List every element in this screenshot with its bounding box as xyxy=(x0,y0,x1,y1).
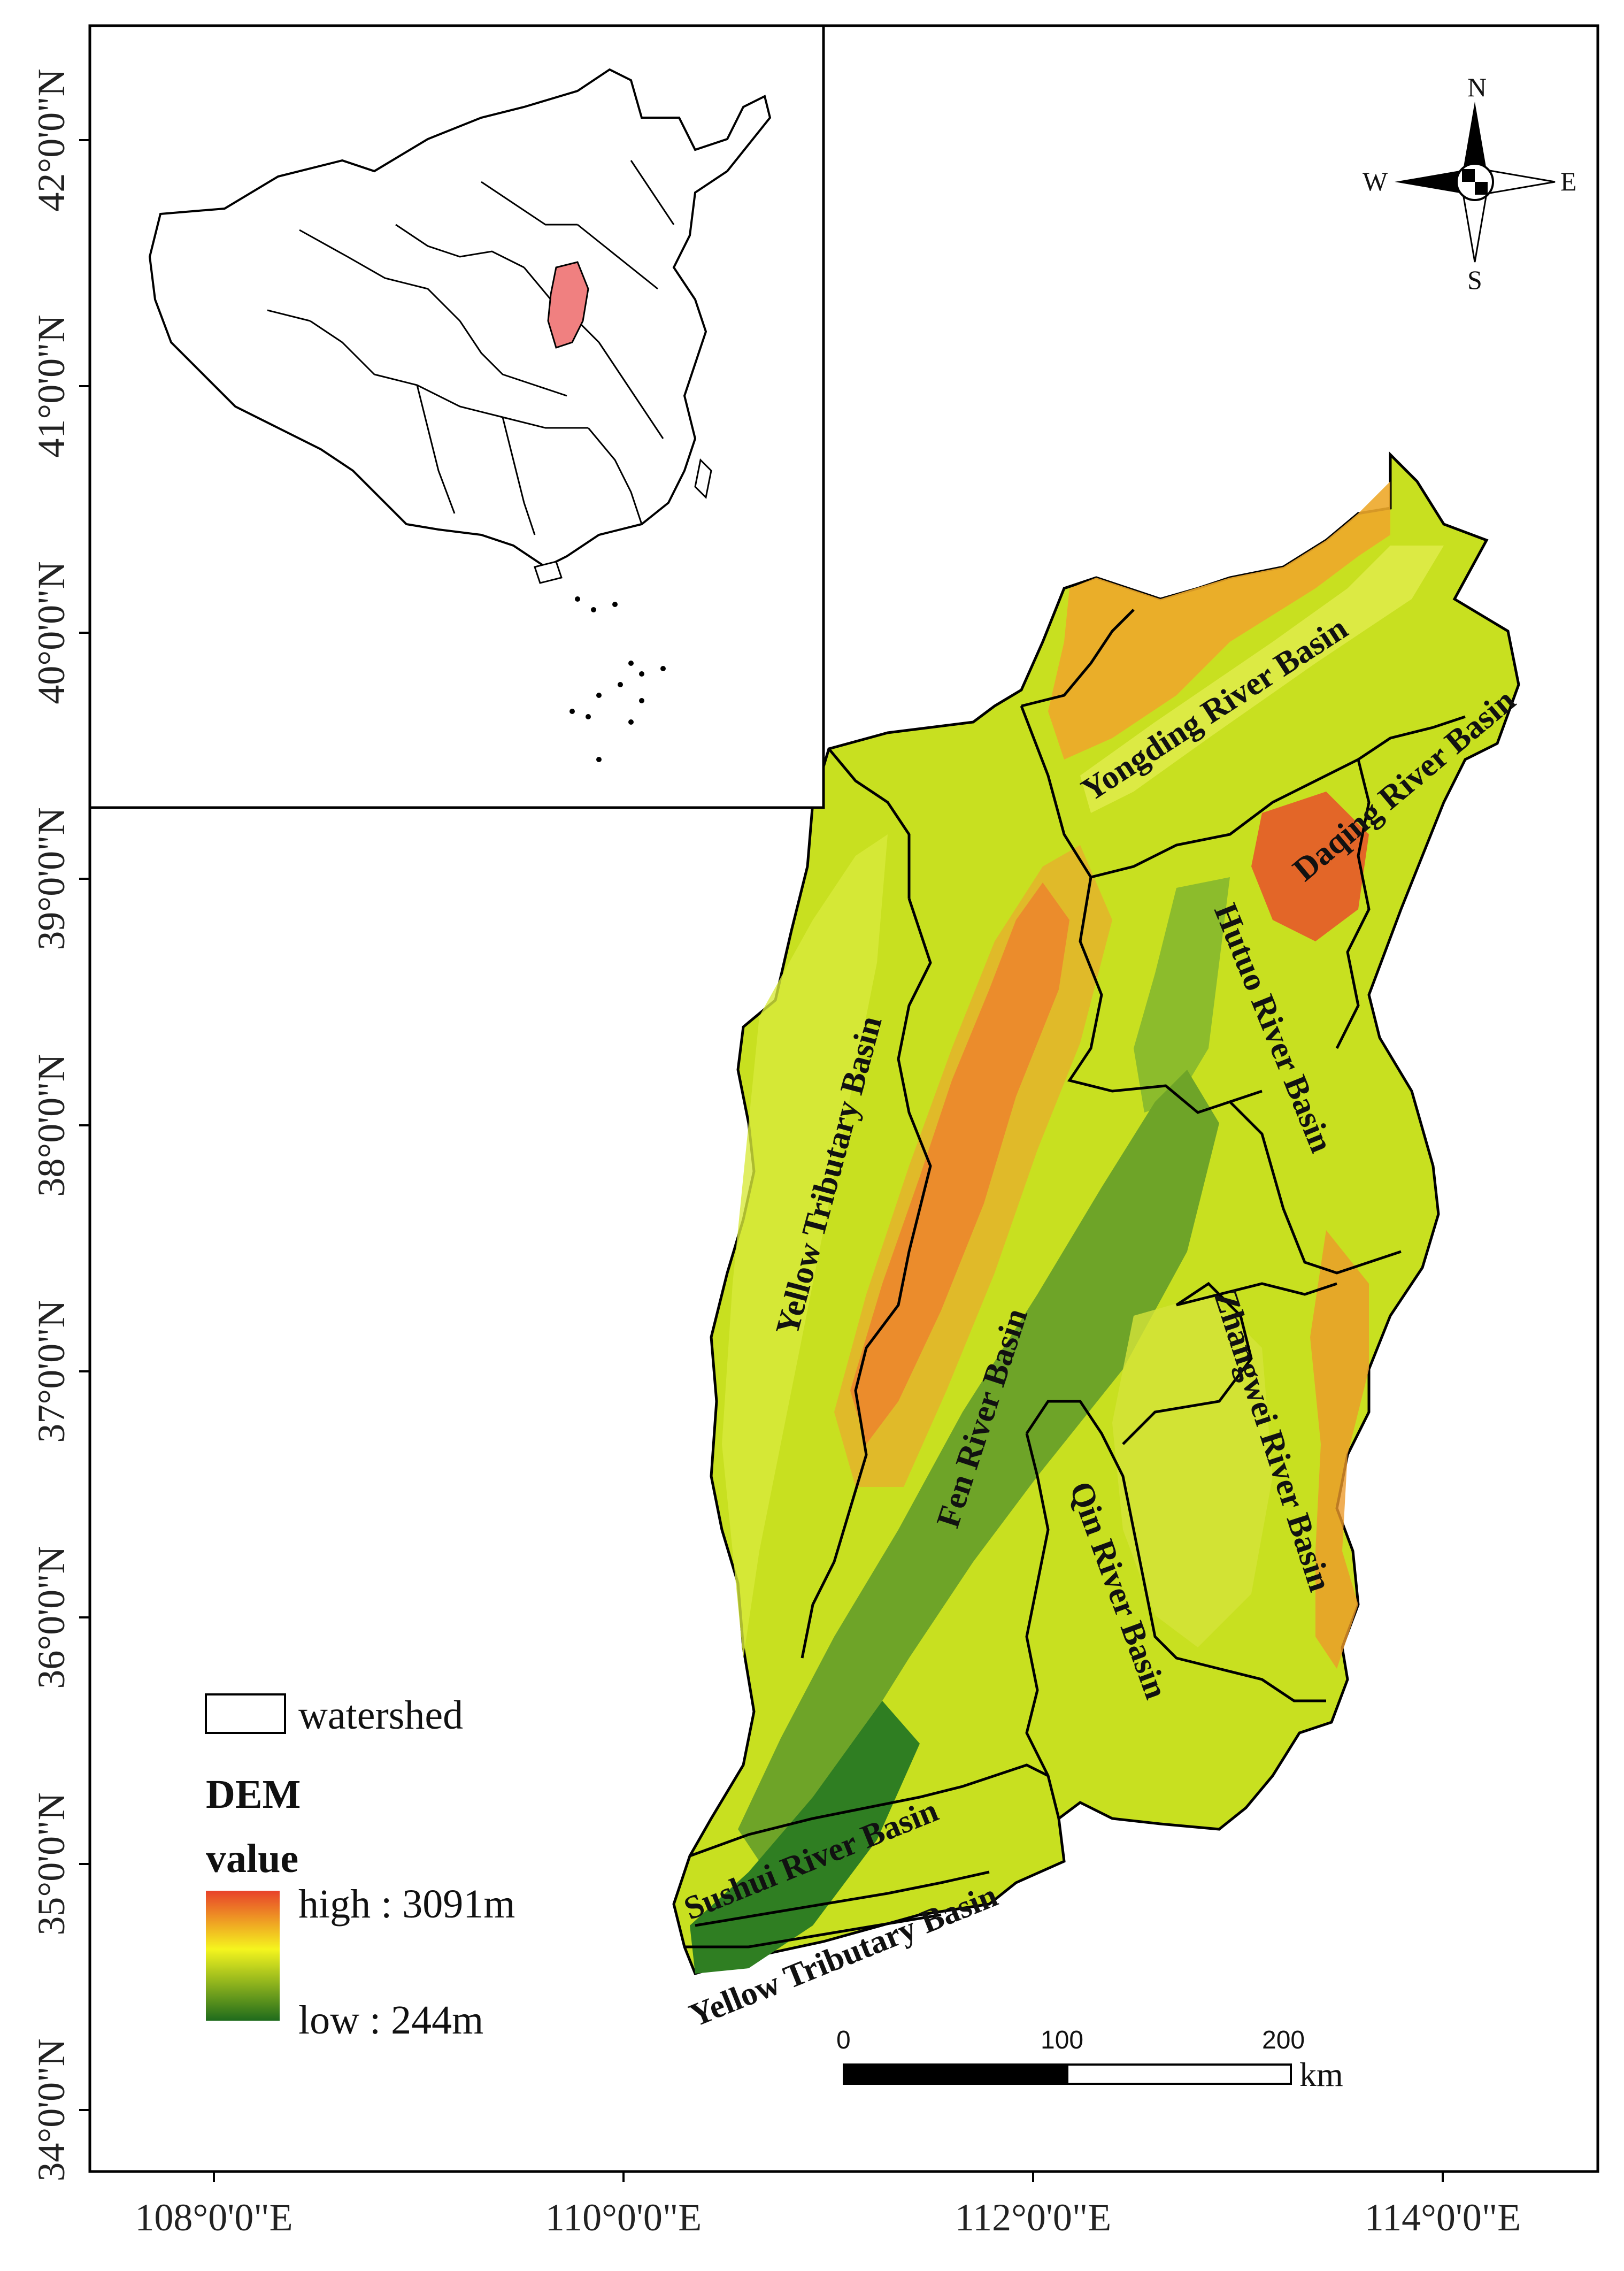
boundary-sushui-south xyxy=(695,1870,990,1927)
scale-tick-0: 0 xyxy=(836,2026,851,2054)
scale-bar-white-segment xyxy=(1066,2063,1292,2085)
hainan-outline xyxy=(534,561,563,584)
boundary-yellow-fen xyxy=(801,898,932,1659)
shanxi-highlight xyxy=(547,261,589,349)
lon-label-108: 108°0'0"E xyxy=(135,2196,293,2239)
china-outline xyxy=(148,68,772,569)
lon-label-110: 110°0'0"E xyxy=(545,2196,702,2239)
boundary-yongding-west xyxy=(1021,609,1135,708)
lat-label-39: 39°0'0"N xyxy=(30,807,73,950)
terrain-yongding-valley xyxy=(1080,546,1444,813)
lat-label-37: 37°0'0"N xyxy=(30,1300,73,1443)
north-arrow: N S E W xyxy=(1363,72,1577,295)
legend-value-title: value xyxy=(206,1836,298,1881)
china-provinces xyxy=(267,160,675,535)
boundary-daqing xyxy=(1335,759,1371,1049)
boundary-yellow-west xyxy=(828,748,911,899)
lat-label-40: 40°0'0"N xyxy=(30,561,73,704)
boundary-yongding-south xyxy=(1020,705,1466,879)
terrain-taihang xyxy=(1310,1230,1369,1669)
compass-s: S xyxy=(1467,265,1482,295)
boundary-hutuo-west xyxy=(1067,877,1263,1114)
boundary-zhangwei-west xyxy=(1122,1282,1253,1445)
compass-needle-north xyxy=(1463,102,1487,170)
lat-ticks xyxy=(79,139,90,2111)
boundary-fen-qin xyxy=(1025,1400,1326,1702)
scale-bar-black-segment xyxy=(843,2063,1068,2085)
south-sea-islands xyxy=(569,596,666,762)
terrain-wutai xyxy=(1251,792,1369,941)
boundary-yellow-south xyxy=(684,1913,942,1948)
compass-e: E xyxy=(1560,166,1577,196)
scale-tick-100: 100 xyxy=(1041,2026,1083,2054)
legend-low-label: low : 244m xyxy=(298,1998,483,2043)
compass-w: W xyxy=(1363,166,1388,196)
legend-color-ramp xyxy=(206,1891,280,2021)
scale-unit: km xyxy=(1299,2055,1343,2093)
scale-bar: 0 100 200 km xyxy=(836,2026,1343,2093)
lon-label-112: 112°0'0"E xyxy=(955,2196,1111,2239)
lat-label-36: 36°0'0"N xyxy=(30,1546,73,1689)
legend: watershed DEM value high : 3091m low : 2… xyxy=(205,1693,515,2043)
lat-label-38: 38°0'0"N xyxy=(30,1054,73,1196)
terrain-yellow-trib xyxy=(722,834,888,1658)
lon-label-114: 114°0'0"E xyxy=(1365,2196,1521,2239)
lat-labels: 42°0'0"N 41°0'0"N 40°0'0"N 39°0'0"N 38°0… xyxy=(30,68,73,2181)
watershed-boundaries xyxy=(684,609,1466,1948)
boundary-fen-qin-west xyxy=(1025,1433,1060,1819)
legend-watershed-label: watershed xyxy=(298,1693,463,1738)
compass-n: N xyxy=(1467,72,1487,102)
taiwan-outline xyxy=(694,458,712,500)
lon-ticks xyxy=(213,2172,1444,2182)
lat-label-34: 34°0'0"N xyxy=(30,2038,73,2181)
scale-tick-200: 200 xyxy=(1262,2026,1305,2054)
boundary-sushui xyxy=(689,1763,1049,1858)
lon-labels: 108°0'0"E 110°0'0"E 112°0'0"E 114°0'0"E xyxy=(135,2196,1521,2239)
boundary-zhangwei-north xyxy=(1176,1282,1337,1307)
terrain-fen-valley xyxy=(738,1070,1219,1861)
lat-label-35: 35°0'0"N xyxy=(30,1792,73,1935)
legend-high-label: high : 3091m xyxy=(298,1882,515,1927)
terrain-hutuo-valley xyxy=(1134,877,1230,1113)
terrain-luliang-halo xyxy=(834,845,1112,1487)
compass-needle-west xyxy=(1395,170,1463,194)
legend-watershed-swatch xyxy=(205,1693,286,1734)
inset-map xyxy=(88,24,825,809)
lat-label-42: 42°0'0"N xyxy=(30,68,73,211)
lat-label-41: 41°0'0"N xyxy=(30,314,73,457)
terrain-fen-lowland xyxy=(690,1701,920,1974)
terrain-north xyxy=(1048,481,1390,759)
boundary-hutuo-south xyxy=(1229,1101,1402,1275)
legend-dem-title: DEM xyxy=(206,1772,301,1817)
